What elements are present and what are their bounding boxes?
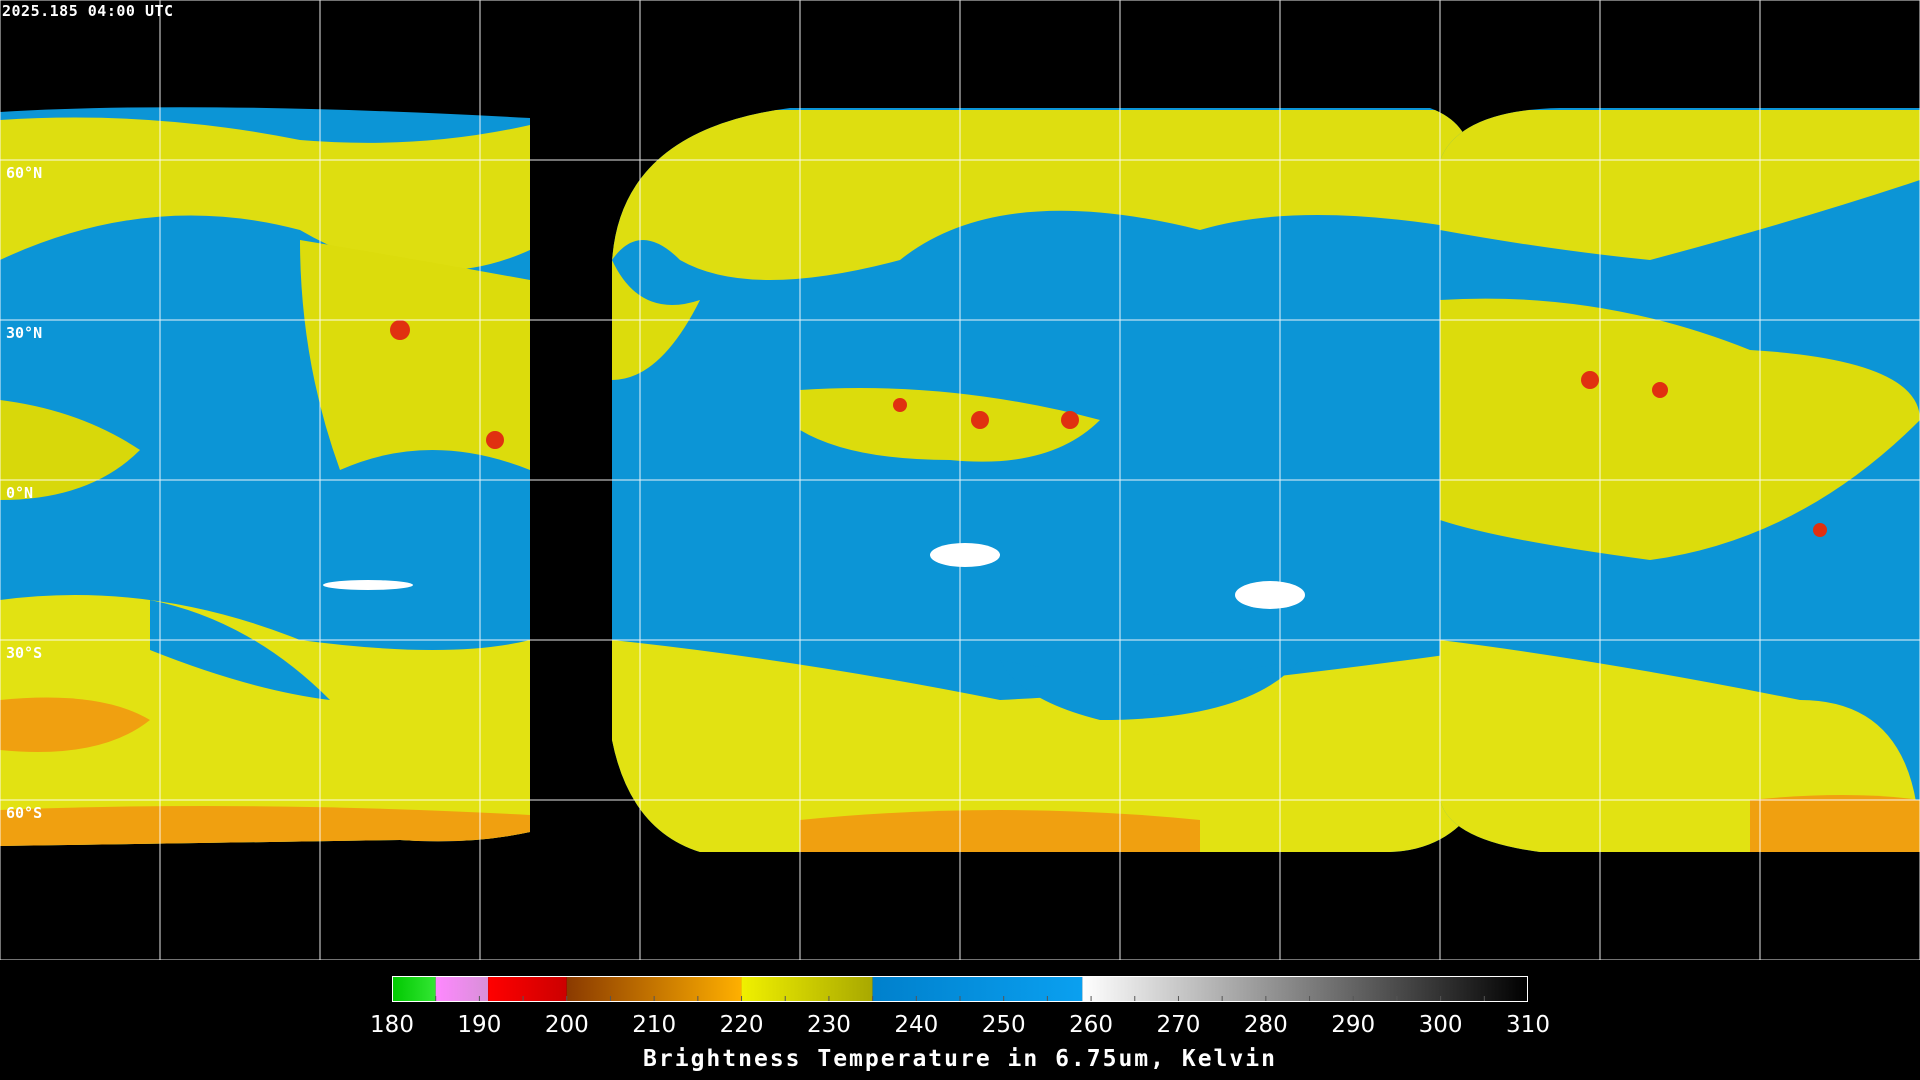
latitude-label: 60°N — [6, 164, 43, 182]
color-scale-segment — [435, 976, 489, 1002]
color-scale-tick-label: 290 — [1331, 1012, 1376, 1038]
color-scale-tick-label: 250 — [981, 1012, 1026, 1038]
color-scale-tick-label: 260 — [1069, 1012, 1114, 1038]
color-scale-tick-label: 310 — [1506, 1012, 1550, 1038]
color-scale-tick-label: 220 — [719, 1012, 764, 1038]
latitude-label: 30°N — [6, 324, 43, 342]
color-scale-segment — [1082, 976, 1528, 1002]
color-scale-tick-label: 240 — [894, 1012, 939, 1038]
color-scale-segment — [392, 976, 436, 1002]
color-scale-bar — [392, 976, 1528, 1002]
lat-lon-grid — [0, 0, 1920, 960]
color-scale-tick-label: 300 — [1418, 1012, 1463, 1038]
color-scale-segment — [741, 976, 873, 1002]
color-scale-tick-label: 210 — [632, 1012, 677, 1038]
latitude-label: 30°S — [6, 644, 43, 662]
timestamp-label: 2025.185 04:00 UTC — [2, 2, 174, 20]
color-scale-tick-label: 270 — [1156, 1012, 1201, 1038]
color-scale-tick-label: 200 — [544, 1012, 589, 1038]
water-vapor-map — [0, 0, 1920, 960]
west-satellite-disk — [0, 107, 530, 846]
color-scale-tick-label: 190 — [457, 1012, 502, 1038]
latitude-label: 0°N — [6, 484, 34, 502]
color-scale-segment — [872, 976, 1083, 1002]
color-scale-tick-label: 230 — [806, 1012, 851, 1038]
color-scale-title: Brightness Temperature in 6.75um, Kelvin — [643, 1046, 1277, 1072]
color-scale-segment — [488, 976, 567, 1002]
color-scale-tick-label: 280 — [1243, 1012, 1288, 1038]
latitude-label: 60°S — [6, 804, 43, 822]
color-scale-tick-label: 180 — [370, 1012, 414, 1038]
